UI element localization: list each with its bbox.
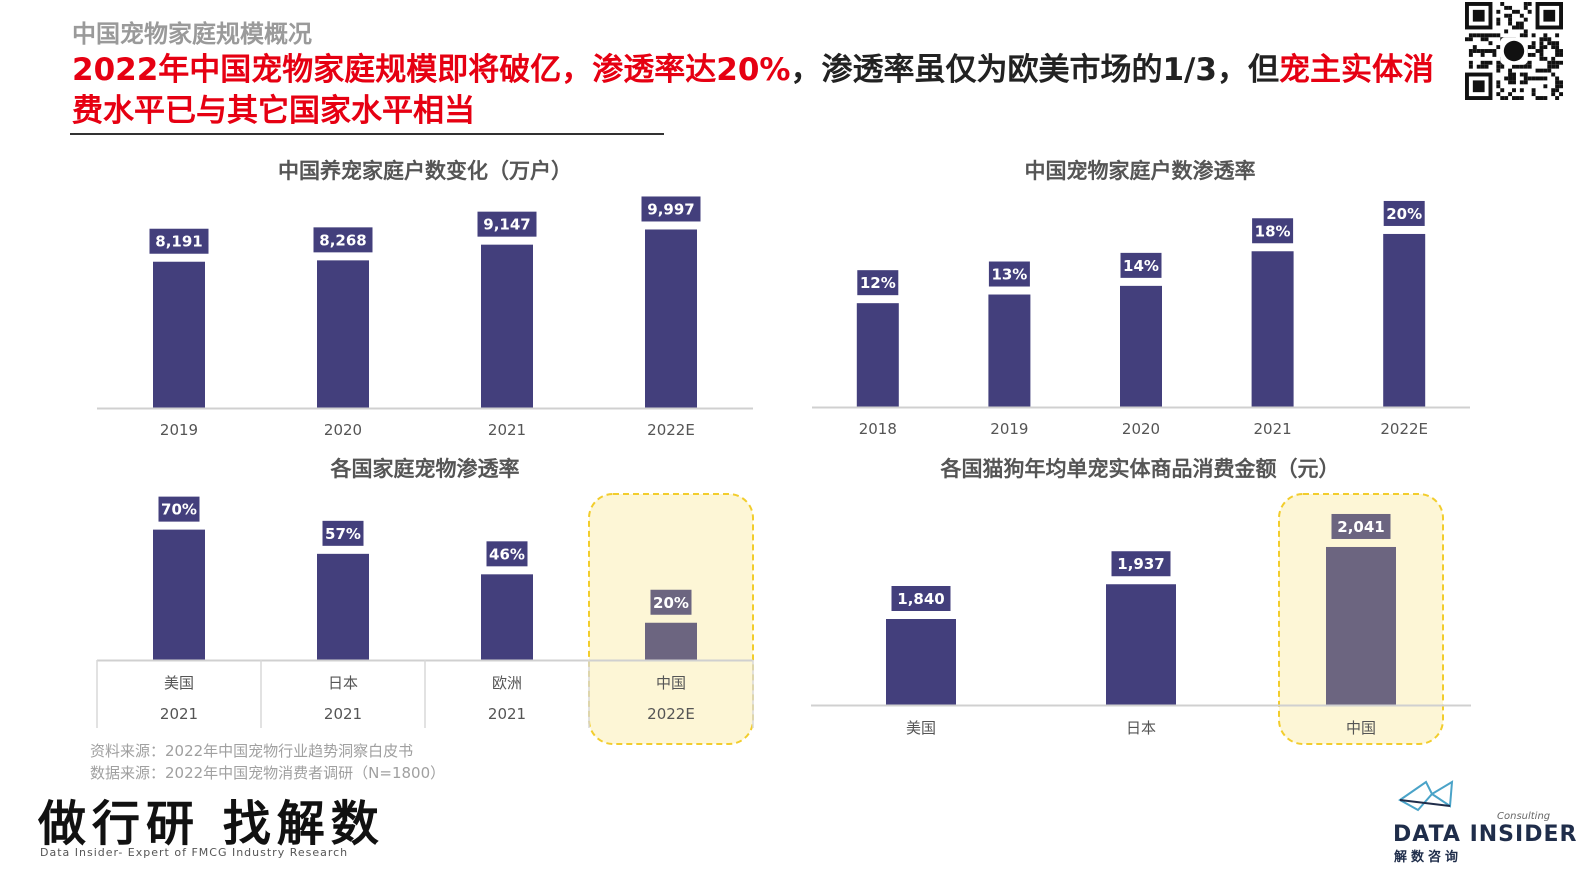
data-label: 14% xyxy=(1123,257,1159,275)
data-label-box xyxy=(477,211,537,237)
headline-part-2: ，渗透率虽仅为欧美市场的1/3，但 xyxy=(790,52,1279,88)
data-label-box xyxy=(322,520,364,546)
data-label-box xyxy=(1252,218,1294,244)
data-label-box xyxy=(486,541,528,567)
data-label: 1,937 xyxy=(1117,555,1164,573)
data-label-box xyxy=(149,228,209,254)
data-label: 9,997 xyxy=(647,200,694,218)
tick-label: 中国 xyxy=(656,674,686,692)
data-label: 57% xyxy=(325,525,361,543)
chart-per-pet-spending: 1,840 美国 1,937 日本 2,041 中国 xyxy=(811,493,1471,745)
chart-penetration-rate: 12% 2018 13% 2019 14% 2020 18% 2021 20% 2022E xyxy=(812,200,1470,438)
data-label-box xyxy=(857,270,899,296)
data-label-box xyxy=(158,496,200,522)
chart1-title: 中国养宠家庭户数变化（万户） xyxy=(278,159,572,183)
data-label-box xyxy=(650,589,692,615)
data-label: 12% xyxy=(860,274,896,292)
brand-consulting: Consulting xyxy=(1497,811,1551,822)
data-label: 1,840 xyxy=(897,590,944,608)
tick-label: 2022E xyxy=(647,705,695,723)
tick-label: 2021 xyxy=(324,705,362,723)
tick-label: 中国 xyxy=(1346,719,1376,737)
headline: 2022年中国宠物家庭规模即将破亿，渗透率达20%，渗透率虽仅为欧美市场的1/3… xyxy=(72,50,1442,132)
bar xyxy=(1326,546,1396,705)
tick-label: 2019 xyxy=(990,420,1028,438)
headline-part-1: 2022年中国宠物家庭规模即将破亿，渗透率达20% xyxy=(72,52,791,88)
tick-label: 2021 xyxy=(1254,420,1292,438)
source-line-2: 数据来源：2022年中国宠物消费者调研（N=1800） xyxy=(90,764,446,782)
data-label: 18% xyxy=(1255,222,1291,240)
tick-label: 欧洲 xyxy=(492,674,522,692)
data-label-box xyxy=(1120,252,1162,278)
bar xyxy=(1106,584,1176,705)
tick-label: 2020 xyxy=(1122,420,1160,438)
chart2-title: 中国宠物家庭户数渗透率 xyxy=(1024,159,1256,183)
bar xyxy=(317,553,369,660)
bar xyxy=(317,260,369,408)
bar xyxy=(886,619,956,705)
highlight-box xyxy=(588,493,754,745)
bar xyxy=(481,574,533,660)
bar xyxy=(1383,233,1426,407)
data-label: 2,041 xyxy=(1337,518,1384,536)
data-label: 13% xyxy=(991,266,1027,284)
tick-label: 美国 xyxy=(906,719,936,737)
data-label-box xyxy=(1111,551,1171,577)
data-label: 20% xyxy=(653,594,689,612)
source-line-1: 资料来源：2022年中国宠物行业趋势洞察白皮书 xyxy=(90,742,414,760)
data-label-box xyxy=(891,586,951,611)
tick-label: 日本 xyxy=(1126,719,1156,737)
bar xyxy=(1251,251,1294,407)
chart-country-penetration: 70% 美国 2021 57% 日本 2021 46% 欧洲 2021 20% 中国 2022E xyxy=(96,493,754,745)
tick-label: 2022E xyxy=(1380,420,1428,438)
data-label-box xyxy=(1383,200,1425,226)
data-label-box xyxy=(313,227,373,253)
chart4-title: 各国猫狗年均单宠实体商品消费金额（元） xyxy=(940,457,1340,481)
brand-cn: 解数咨询 xyxy=(1394,850,1463,865)
section-label: 中国宠物家庭规模概况 xyxy=(72,20,312,48)
tick-label: 日本 xyxy=(328,674,358,692)
headline-underline xyxy=(70,133,664,135)
tick-label: 2021 xyxy=(160,705,198,723)
bar xyxy=(481,244,533,408)
data-label: 46% xyxy=(489,545,525,563)
bar xyxy=(153,529,205,660)
data-label: 9,147 xyxy=(483,216,530,234)
chart3-title: 各国家庭宠物渗透率 xyxy=(330,457,520,481)
qr-code-icon xyxy=(1465,2,1563,100)
headline-part-3: 宠主实体消费水平已与其它国家水平相当 xyxy=(72,52,1434,129)
sources: 资料来源：2022年中国宠物行业趋势洞察白皮书 数据来源：2022年中国宠物消费… xyxy=(90,740,445,784)
tick-label: 2019 xyxy=(160,421,198,439)
tick-label: 美国 xyxy=(164,674,194,692)
tick-label: 2018 xyxy=(859,420,897,438)
bar xyxy=(988,294,1031,407)
brand-name: DATA INSIDER xyxy=(1393,822,1578,847)
bar xyxy=(856,303,899,407)
bar xyxy=(645,622,697,660)
chart-household-count: 8,191 2019 8,268 2020 9,147 2021 9,997 2022E xyxy=(97,196,753,439)
data-label: 8,268 xyxy=(319,231,366,249)
data-label: 20% xyxy=(1386,205,1422,223)
data-label: 8,191 xyxy=(155,233,202,251)
bar xyxy=(1120,285,1162,407)
tick-label: 2021 xyxy=(488,705,526,723)
tick-label: 2022E xyxy=(647,421,695,439)
data-label-box xyxy=(641,196,701,222)
slogan-subtitle: Data Insider- Expert of FMCG Industry Re… xyxy=(40,846,349,859)
bar xyxy=(645,229,697,408)
slogan: 做行研 找解数 xyxy=(38,796,385,852)
data-label-box xyxy=(988,261,1030,287)
data-insider-logo-icon xyxy=(1398,780,1454,812)
data-label: 70% xyxy=(161,501,197,519)
data-label-box xyxy=(1331,513,1391,539)
tick-label: 2020 xyxy=(324,421,362,439)
bar xyxy=(153,261,205,408)
tick-label: 2021 xyxy=(488,421,526,439)
